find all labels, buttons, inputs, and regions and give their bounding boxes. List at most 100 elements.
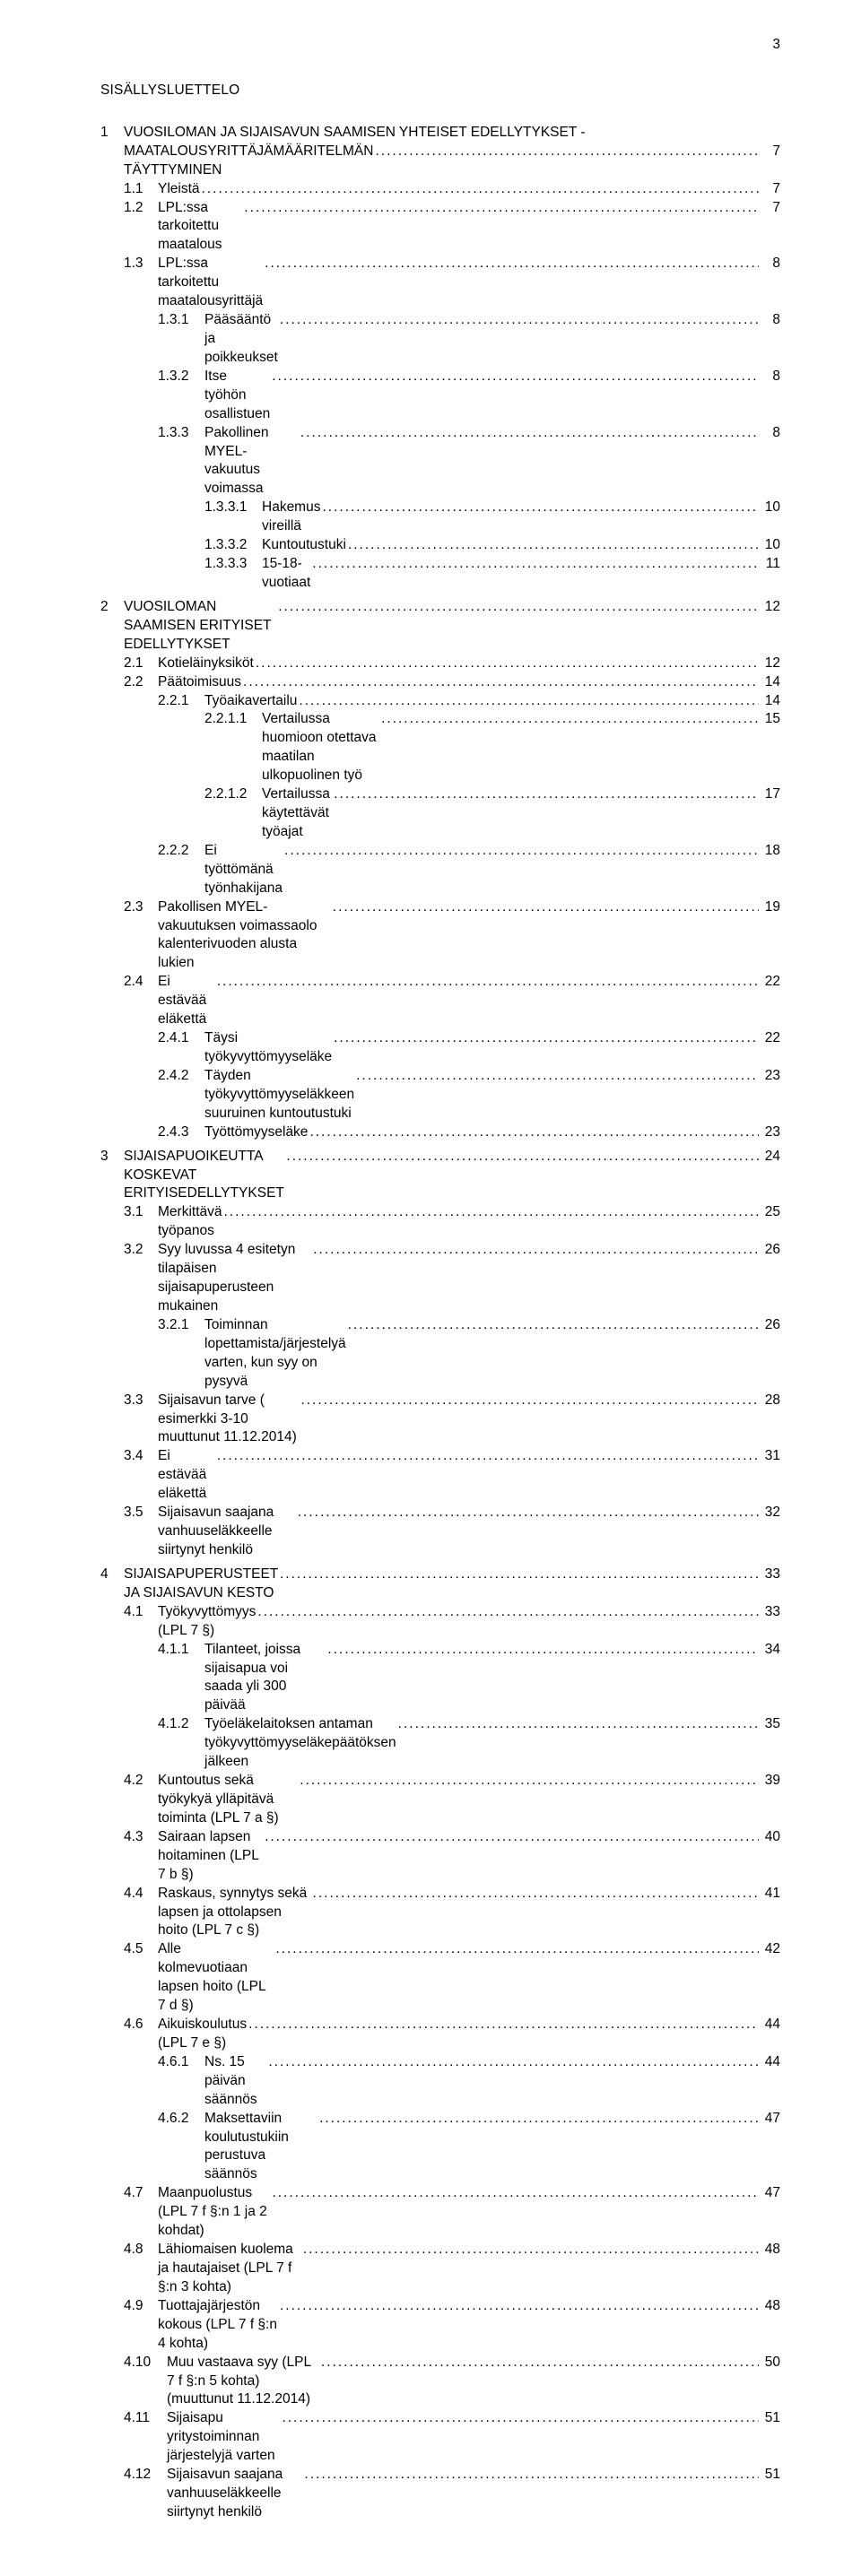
toc-entry-page: 22 bbox=[761, 1029, 780, 1048]
toc-leader bbox=[244, 199, 759, 218]
toc-entry-text: Lähiomaisen kuolema ja hautajaiset (LPL … bbox=[158, 2241, 301, 2297]
toc-entry-number: 1.3.3.1 bbox=[204, 499, 262, 517]
toc-entry-level3: 4.1.2Työeläkelaitoksen antaman työkyvytt… bbox=[158, 1715, 780, 1772]
toc-leader bbox=[257, 1603, 759, 1622]
toc-entry-text: Työaikavertailu bbox=[204, 692, 297, 711]
toc-entry-page: 44 bbox=[761, 2053, 780, 2072]
toc-entry-page: 50 bbox=[761, 2354, 780, 2372]
toc-entry-text: Täysi työkyvyttömyyseläke bbox=[204, 1029, 332, 1067]
toc-entry-page: 47 bbox=[761, 2184, 780, 2203]
toc-entry-level2: 2.3Pakollisen MYEL-vakuutuksen voimassao… bbox=[124, 898, 780, 974]
toc-entry-number: 3.3 bbox=[124, 1392, 158, 1410]
toc-entry-level2: 3.2Syy luvussa 4 esitetyn tilapäisen sij… bbox=[124, 1241, 780, 1316]
toc-entry-level2: 2.4Ei estävää eläkettä22 bbox=[124, 973, 780, 1029]
toc-entry-number: 1.3 bbox=[124, 255, 158, 273]
toc-entry-text: Yleistä bbox=[158, 180, 200, 199]
toc-entry-text: Ns. 15 päivän säännös bbox=[204, 2053, 266, 2110]
toc-entry-number: 4.5 bbox=[124, 1940, 158, 1959]
toc-entry-level2: 4.9Tuottajajärjestön kokous (LPL 7 f §:n… bbox=[124, 2297, 780, 2354]
toc-entry-number: 2.2 bbox=[124, 673, 158, 692]
toc-entry-page: 8 bbox=[761, 368, 780, 386]
toc-entry-page: 12 bbox=[761, 598, 780, 617]
toc-entry-text: LPL:ssa tarkoitettu maatalousyrittäjä bbox=[158, 255, 263, 311]
toc-entry-level2: 4.5Alle kolmevuotiaan lapsen hoito (LPL … bbox=[124, 1940, 780, 2016]
toc-entry-level4: 2.2.1.1Vertailussa huomioon otettava maa… bbox=[204, 710, 780, 785]
toc-entry-number: 1.3.3.2 bbox=[204, 536, 262, 555]
toc-leader bbox=[265, 255, 759, 273]
toc-entry-number: 2.2.1.1 bbox=[204, 710, 262, 729]
toc-leader bbox=[356, 1067, 759, 1086]
toc-entry-number: 2.2.1.2 bbox=[204, 785, 262, 804]
toc-entry-number: 4 bbox=[100, 1566, 124, 1584]
toc-entry-number: 3 bbox=[100, 1148, 124, 1167]
toc-entry-level4: 1.3.3.1Hakemus vireillä10 bbox=[204, 499, 780, 536]
toc-entry-level3: 1.3.2Itse työhön osallistuen8 bbox=[158, 368, 780, 424]
toc-entry-text: LPL:ssa tarkoitettu maatalous bbox=[158, 199, 242, 256]
toc-entry-page: 11 bbox=[761, 555, 780, 574]
toc-leader bbox=[224, 1203, 760, 1222]
toc-entry-page: 51 bbox=[761, 2409, 780, 2428]
toc-entry-level3: 4.6.1Ns. 15 päivän säännös44 bbox=[158, 2053, 780, 2110]
toc-entry-text: Pakollinen MYEL-vakuutus voimassa bbox=[204, 424, 299, 499]
toc-entry-page: 35 bbox=[761, 1715, 780, 1734]
toc-entry-level2: 3.4Ei estävää eläkettä31 bbox=[124, 1447, 780, 1504]
toc-entry-text: Tilanteet, joissa sijaisapua voi saada y… bbox=[204, 1641, 326, 1716]
toc-leader bbox=[278, 598, 759, 617]
toc-entry-level2: 4.7Maanpuolustus (LPL 7 f §:n 1 ja 2 koh… bbox=[124, 2184, 780, 2241]
toc-leader bbox=[299, 692, 759, 711]
toc-entry-page: 25 bbox=[761, 1203, 780, 1222]
toc-entry-text: Maksettaviin koulutustukiin perustuva sä… bbox=[204, 2110, 317, 2185]
toc-entry-page: 12 bbox=[761, 655, 780, 673]
toc-entry-level4: 1.3.3.315-18-vuotiaat11 bbox=[204, 555, 780, 593]
toc-entry-level2: 4.12Sijaisavun saajana vanhuuseläkkeelle… bbox=[124, 2466, 780, 2522]
toc-entry-text: Vertailussa käytettävät työajat bbox=[262, 785, 332, 842]
toc-leader bbox=[309, 1123, 759, 1142]
toc-entry-number: 4.8 bbox=[124, 2241, 158, 2259]
toc-leader bbox=[280, 2297, 759, 2316]
toc-leader bbox=[321, 2354, 759, 2372]
toc-entry-page: 23 bbox=[761, 1067, 780, 1086]
toc-entry-level2: 4.11Sijaisapu yritystoiminnan järjestely… bbox=[124, 2409, 780, 2466]
table-of-contents: 1VUOSILOMAN JA SIJAISAVUN SAAMISEN YHTEI… bbox=[100, 124, 780, 2522]
toc-entry-text: Tuottajajärjestön kokous (LPL 7 f §:n 4 … bbox=[158, 2297, 278, 2354]
toc-entry-number: 2 bbox=[100, 598, 124, 617]
toc-leader bbox=[280, 311, 759, 330]
toc-entry-level3: 2.4.3Työttömyyseläke23 bbox=[158, 1123, 780, 1142]
toc-leader bbox=[304, 2466, 759, 2485]
toc-entry-page: 8 bbox=[761, 424, 780, 443]
toc-entry-level2: 4.10Muu vastaava syy (LPL 7 f §:n 5 koht… bbox=[124, 2354, 780, 2410]
toc-entry-text: Kuntoutustuki bbox=[262, 536, 346, 555]
toc-entry-level3: 2.2.1Työaikavertailu14 bbox=[158, 692, 780, 711]
toc-entry-page: 22 bbox=[761, 973, 780, 992]
toc-entry-text: Sijaisavun tarve ( esimerkki 3-10 muuttu… bbox=[158, 1392, 299, 1448]
toc-leader bbox=[300, 1772, 759, 1791]
toc-leader bbox=[312, 555, 759, 574]
toc-entry-level1: 4SIJAISAPUPERUSTEET JA SIJAISAVUN KESTO3… bbox=[100, 1566, 780, 1603]
toc-entry-text: MAATALOUSYRITTÄJÄMÄÄRITELMÄN TÄYTTYMINEN bbox=[124, 143, 373, 180]
toc-entry-text: Raskaus, synnytys sekä lapsen ja ottolap… bbox=[158, 1885, 311, 1941]
toc-entry-page: 15 bbox=[761, 710, 780, 729]
toc-entry-number: 4.11 bbox=[124, 2409, 167, 2428]
toc-entry-level2: 4.3Sairaan lapsen hoitaminen (LPL 7 b §)… bbox=[124, 1828, 780, 1885]
toc-entry-number: 1.1 bbox=[124, 180, 158, 199]
toc-entry-level3: 1.3.3Pakollinen MYEL-vakuutus voimassa 8 bbox=[158, 424, 780, 499]
toc-entry-number: 1.3.3 bbox=[158, 424, 204, 443]
toc-entry-number: 2.4 bbox=[124, 973, 158, 992]
toc-entry-page: 23 bbox=[761, 1123, 780, 1142]
toc-entry-level4: 1.3.3.2Kuntoutustuki10 bbox=[204, 536, 780, 555]
toc-entry-level2: 4.4Raskaus, synnytys sekä lapsen ja otto… bbox=[124, 1885, 780, 1941]
toc-leader bbox=[286, 1148, 759, 1167]
toc-entry-text: Päätoimisuus bbox=[158, 673, 241, 692]
toc-entry-page: 42 bbox=[761, 1940, 780, 1959]
toc-entry-page: 28 bbox=[761, 1392, 780, 1410]
toc-entry-number: 2.4.1 bbox=[158, 1029, 204, 1048]
toc-entry-text: SIJAISAPUPERUSTEET JA SIJAISAVUN KESTO bbox=[124, 1566, 278, 1603]
toc-entry-page: 14 bbox=[761, 673, 780, 692]
toc-leader bbox=[272, 368, 759, 386]
toc-entry-level3: 1.3.1Pääsääntö ja poikkeukset8 bbox=[158, 311, 780, 368]
toc-leader bbox=[327, 1641, 759, 1660]
toc-leader bbox=[348, 536, 759, 555]
toc-entry-level2: 2.1Kotieläinyksiköt12 bbox=[124, 655, 780, 673]
toc-entry-text: Vertailussa huomioon otettava maatilan u… bbox=[262, 710, 379, 785]
toc-entry-page: 7 bbox=[761, 180, 780, 199]
